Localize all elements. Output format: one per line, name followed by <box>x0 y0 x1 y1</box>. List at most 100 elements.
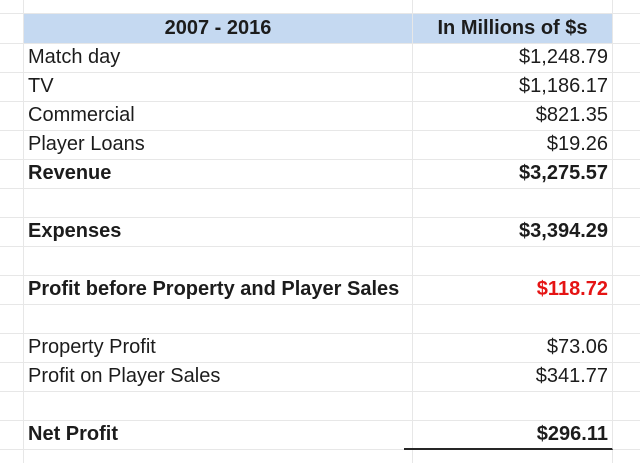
value-cell[interactable]: $118.72 <box>413 275 613 305</box>
table-row: Commercial $821.35 <box>0 101 640 131</box>
table-body: Match day $1,248.79 TV $1,186.17 Commerc… <box>0 43 640 450</box>
value-text: $1,186.17 <box>519 75 608 97</box>
margin-cell[interactable] <box>0 304 24 334</box>
table-row: Match day $1,248.79 <box>0 43 640 73</box>
empty-cell[interactable] <box>413 0 613 14</box>
table-row: Revenue $3,275.57 <box>0 159 640 189</box>
label-cell[interactable]: TV <box>24 72 413 102</box>
label-cell[interactable]: Match day <box>24 43 413 73</box>
value-cell[interactable]: $821.35 <box>413 101 613 131</box>
table-row <box>0 188 640 218</box>
margin-cell[interactable] <box>0 130 24 160</box>
value-text: $19.26 <box>546 133 608 155</box>
margin-cell[interactable] <box>613 14 640 44</box>
margin-cell[interactable] <box>613 44 640 73</box>
margin-cell[interactable] <box>613 0 640 14</box>
empty-cell[interactable] <box>24 0 413 14</box>
margin-cell[interactable] <box>613 247 640 276</box>
label-text: Commercial <box>28 104 135 126</box>
header-period-text: 2007 - 2016 <box>164 16 272 39</box>
value-text: $1,248.79 <box>519 46 608 68</box>
value-cell[interactable]: $1,186.17 <box>413 72 613 102</box>
margin-cell[interactable] <box>0 43 24 73</box>
header-unit-cell[interactable]: In Millions of $s <box>413 14 613 44</box>
table-row <box>0 304 640 334</box>
label-text: Profit on Player Sales <box>28 365 221 387</box>
margin-cell[interactable] <box>613 334 640 363</box>
margin-cell[interactable] <box>613 131 640 160</box>
margin-cell[interactable] <box>613 363 640 392</box>
value-cell[interactable]: $73.06 <box>413 333 613 363</box>
table-row <box>0 391 640 421</box>
margin-cell[interactable] <box>613 305 640 334</box>
label-text: Expenses <box>28 220 122 242</box>
value-cell[interactable] <box>413 246 613 276</box>
table-row: Expenses $3,394.29 <box>0 217 640 247</box>
label-text: Revenue <box>28 162 112 184</box>
label-cell[interactable]: Profit on Player Sales <box>24 362 413 392</box>
value-text: $3,394.29 <box>519 220 608 242</box>
label-cell[interactable] <box>24 188 413 218</box>
margin-cell[interactable] <box>0 362 24 392</box>
margin-cell[interactable] <box>613 160 640 189</box>
value-cell[interactable]: $3,394.29 <box>413 217 613 247</box>
value-cell[interactable]: $3,275.57 <box>413 159 613 189</box>
label-cell[interactable] <box>24 391 413 421</box>
value-text: $3,275.57 <box>519 162 608 184</box>
margin-cell[interactable] <box>613 218 640 247</box>
margin-cell[interactable] <box>613 276 640 305</box>
table-row: Profit on Player Sales $341.77 <box>0 362 640 392</box>
label-cell[interactable]: Revenue <box>24 159 413 189</box>
margin-cell[interactable] <box>0 333 24 363</box>
label-cell[interactable]: Commercial <box>24 101 413 131</box>
table-row: Profit before Property and Player Sales … <box>0 275 640 305</box>
margin-cell[interactable] <box>0 14 24 44</box>
label-text: Match day <box>28 46 121 68</box>
partial-row-bottom <box>0 449 640 463</box>
label-text: Player Loans <box>28 133 145 155</box>
table-row <box>0 246 640 276</box>
empty-cell[interactable] <box>413 449 613 463</box>
partial-row-top <box>0 0 640 14</box>
margin-cell[interactable] <box>613 450 640 463</box>
margin-cell[interactable] <box>0 449 24 463</box>
margin-cell[interactable] <box>0 246 24 276</box>
margin-cell[interactable] <box>0 391 24 421</box>
margin-cell[interactable] <box>0 275 24 305</box>
margin-cell[interactable] <box>0 72 24 102</box>
value-text: $341.77 <box>535 365 608 387</box>
table-row: Net Profit $296.11 <box>0 420 640 450</box>
margin-cell[interactable] <box>0 188 24 218</box>
value-cell[interactable] <box>413 188 613 218</box>
value-cell[interactable]: $296.11 <box>404 420 613 450</box>
label-cell[interactable]: Profit before Property and Player Sales <box>24 275 413 305</box>
value-cell[interactable]: $1,248.79 <box>413 43 613 73</box>
margin-cell[interactable] <box>613 392 640 421</box>
empty-cell[interactable] <box>24 449 413 463</box>
label-cell[interactable]: Expenses <box>24 217 413 247</box>
value-cell[interactable] <box>413 304 613 334</box>
table-row: TV $1,186.17 <box>0 72 640 102</box>
margin-cell[interactable] <box>0 159 24 189</box>
header-period-cell[interactable]: 2007 - 2016 <box>24 14 413 44</box>
value-cell[interactable]: $341.77 <box>413 362 613 392</box>
header-unit-text: In Millions of $s <box>437 16 588 39</box>
label-cell[interactable]: Player Loans <box>24 130 413 160</box>
margin-cell[interactable] <box>0 420 24 450</box>
value-text: $821.35 <box>535 104 608 126</box>
margin-cell[interactable] <box>0 217 24 247</box>
value-text: $296.11 <box>536 422 608 445</box>
margin-cell[interactable] <box>613 102 640 131</box>
value-cell[interactable]: $19.26 <box>413 130 613 160</box>
margin-cell[interactable] <box>613 421 640 450</box>
label-cell[interactable] <box>24 304 413 334</box>
margin-cell[interactable] <box>0 101 24 131</box>
margin-cell[interactable] <box>613 189 640 218</box>
label-cell[interactable]: Net Profit <box>24 420 413 450</box>
value-cell[interactable] <box>413 391 613 421</box>
label-cell[interactable]: Property Profit <box>24 333 413 363</box>
margin-cell[interactable] <box>613 73 640 102</box>
margin-cell[interactable] <box>0 0 24 14</box>
label-cell[interactable] <box>24 246 413 276</box>
